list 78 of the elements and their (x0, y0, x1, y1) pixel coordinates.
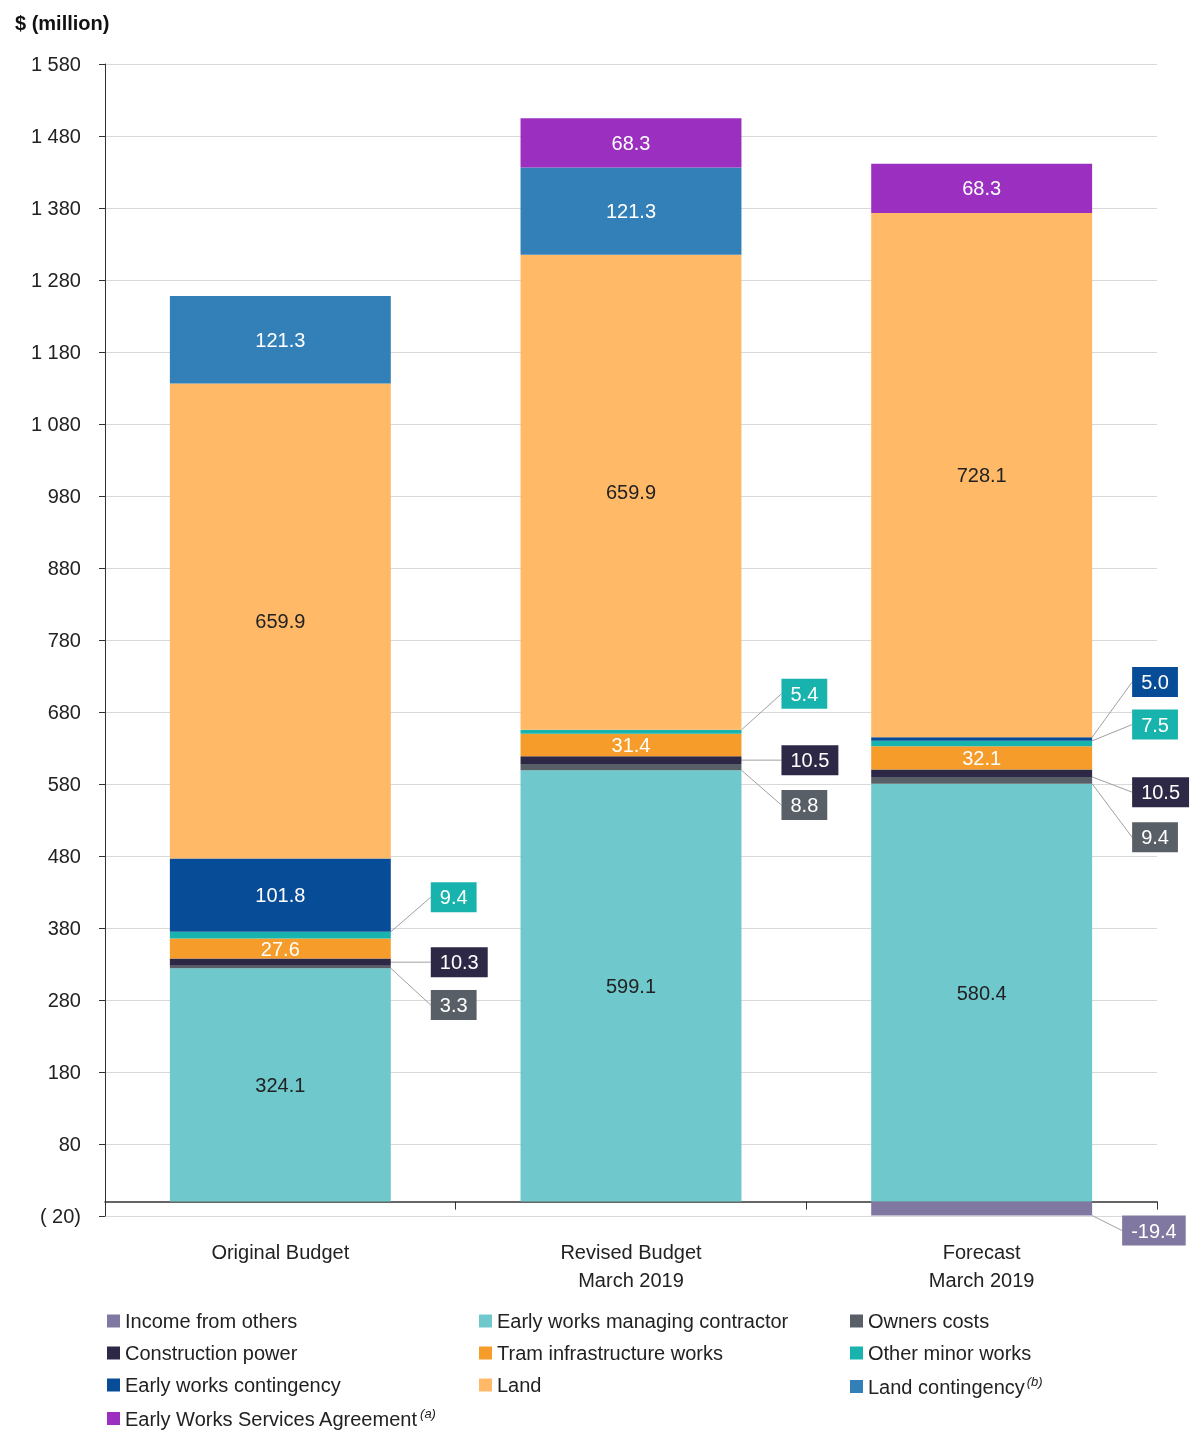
y-tick-label: 1 580 (30, 53, 81, 75)
y-tick-label: 780 (47, 629, 81, 651)
bar (520, 729, 742, 734)
bar (871, 1201, 1093, 1216)
data-label: 324.1 (255, 1073, 306, 1096)
bar (169, 931, 391, 939)
bar (169, 968, 391, 1202)
data-label: 580.4 (956, 981, 1007, 1004)
legend-label: Land (497, 1374, 542, 1396)
bar (871, 776, 1093, 784)
y-tick-label: 1 480 (30, 125, 81, 147)
data-label: 10.3 (439, 951, 479, 974)
y-tick-label: 980 (47, 485, 81, 507)
legend-label: Tram infrastructure works (497, 1342, 723, 1364)
bar (520, 167, 742, 255)
data-label: 659.9 (255, 609, 306, 632)
y-tick-label: 1 380 (30, 197, 81, 219)
y-tick-label: 180 (47, 1061, 81, 1083)
x-tick-label: Revised Budget March 2019 (560, 1241, 703, 1291)
bar (520, 733, 742, 757)
bar (871, 746, 1093, 770)
data-label: 121.3 (605, 200, 657, 223)
data-label: 5.4 (790, 682, 819, 705)
bar (871, 213, 1093, 738)
bar (520, 770, 742, 1202)
legend-label: Early works managing contractor (497, 1310, 789, 1332)
y-tick-label: 580 (47, 773, 81, 795)
data-label: 659.9 (605, 481, 657, 504)
data-label: 5.0 (1141, 671, 1169, 694)
y-tick-label: 80 (58, 1133, 81, 1155)
data-label: 32.1 (962, 746, 1002, 769)
bar (871, 737, 1093, 741)
bar (169, 383, 391, 859)
y-tick-label: 480 (47, 845, 81, 867)
x-tick-label: Forecast March 2019 (928, 1241, 1035, 1291)
data-label: 31.4 (611, 734, 651, 757)
y-tick-label: ( 20) (39, 1205, 81, 1227)
data-label: 3.3 (439, 994, 468, 1017)
bar (871, 769, 1093, 777)
bar (520, 763, 742, 771)
y-tick-label: 1 180 (30, 341, 81, 363)
data-label: -19.4 (1131, 1219, 1177, 1242)
data-label: 121.3 (255, 328, 306, 351)
data-label: 101.8 (255, 884, 306, 907)
y-tick-label: 680 (47, 701, 81, 723)
y-tick-label: 880 (47, 557, 81, 579)
y-tick-label: 1 080 (30, 413, 81, 435)
data-label: 68.3 (611, 131, 651, 154)
legend-label: Construction power (125, 1342, 298, 1364)
bar (520, 756, 742, 764)
legend-label: Other minor works (868, 1342, 1032, 1364)
bar (169, 296, 391, 384)
data-label: 9.4 (439, 886, 468, 909)
legend-label: Income from others (125, 1310, 298, 1332)
bar (871, 163, 1093, 214)
data-label: 27.6 (260, 937, 300, 960)
bar (871, 740, 1093, 747)
legend-label: Owners costs (868, 1310, 990, 1332)
bar (871, 783, 1093, 1202)
x-tick-label: Original Budget (211, 1241, 350, 1263)
y-tick-label: 280 (47, 989, 81, 1011)
data-label: 10.5 (1141, 781, 1181, 804)
data-label: 10.5 (790, 749, 830, 772)
data-label: 728.1 (956, 464, 1007, 487)
data-label: 7.5 (1141, 713, 1169, 736)
data-label: 9.4 (1141, 826, 1169, 849)
y-axis-title: $ (million) (15, 12, 110, 34)
bar (169, 938, 391, 959)
bar (169, 858, 391, 932)
y-tick-label: 380 (47, 917, 81, 939)
data-label: 8.8 (790, 794, 819, 817)
data-label: 68.3 (962, 177, 1002, 200)
legend-label: Early works contingency (125, 1374, 341, 1396)
y-tick-label: 1 280 (30, 269, 81, 291)
bar (520, 254, 742, 730)
bar (520, 118, 742, 168)
data-label: 599.1 (605, 974, 657, 997)
bar (169, 958, 391, 966)
